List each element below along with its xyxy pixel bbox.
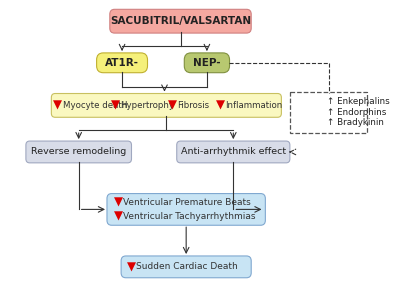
Text: Fibrosis: Fibrosis <box>177 101 209 110</box>
Text: ▼: ▼ <box>54 99 62 112</box>
FancyBboxPatch shape <box>290 91 367 133</box>
Text: Reverse remodeling: Reverse remodeling <box>31 148 126 156</box>
Text: Ventricular Tachyarrhythmias: Ventricular Tachyarrhythmias <box>123 212 256 221</box>
Text: SACUBITRIL/VALSARTAN: SACUBITRIL/VALSARTAN <box>110 16 251 26</box>
FancyBboxPatch shape <box>26 141 132 163</box>
Text: Anti-arrhythmik effect: Anti-arrhythmik effect <box>181 148 286 156</box>
Text: ▼: ▼ <box>114 210 123 223</box>
Text: ▼: ▼ <box>127 260 136 273</box>
Text: Sudden Cardiac Death: Sudden Cardiac Death <box>136 262 238 271</box>
FancyBboxPatch shape <box>107 193 265 225</box>
Text: ▼: ▼ <box>216 99 225 112</box>
Text: Ventricular Premature Beats: Ventricular Premature Beats <box>123 198 251 207</box>
FancyBboxPatch shape <box>184 53 230 73</box>
FancyBboxPatch shape <box>177 141 290 163</box>
Text: AT1R-: AT1R- <box>105 58 139 68</box>
Text: ▼: ▼ <box>168 99 176 112</box>
Text: Myocyte death: Myocyte death <box>63 101 127 110</box>
FancyBboxPatch shape <box>121 256 251 278</box>
Text: Inflammation: Inflammation <box>225 101 282 110</box>
Text: Hypertrophy: Hypertrophy <box>120 101 174 110</box>
FancyBboxPatch shape <box>110 9 251 33</box>
Text: ▼: ▼ <box>114 196 123 209</box>
Text: ↑ Enkephalins
↑ Endorphins
↑ Bradykinin: ↑ Enkephalins ↑ Endorphins ↑ Bradykinin <box>327 97 389 127</box>
FancyBboxPatch shape <box>97 53 148 73</box>
Text: ▼: ▼ <box>111 99 120 112</box>
Text: NEP-: NEP- <box>193 58 221 68</box>
FancyBboxPatch shape <box>51 93 281 117</box>
